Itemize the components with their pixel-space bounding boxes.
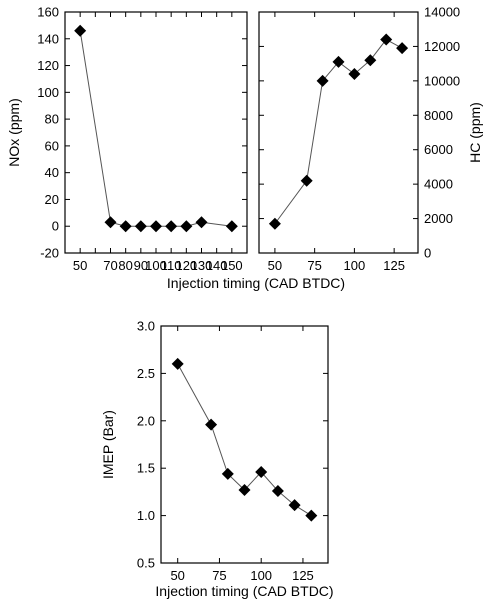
y-tick-label: 14000	[424, 5, 460, 20]
data-point	[268, 217, 281, 230]
x-tick-label: 75	[307, 258, 321, 273]
series-line	[79, 30, 232, 227]
x-tick-label: 50	[268, 258, 282, 273]
x-tick-label: 50	[73, 258, 87, 273]
data-point	[348, 67, 361, 80]
data-point	[165, 220, 178, 233]
x-tick-label: 100	[250, 568, 272, 583]
data-point	[255, 465, 268, 478]
y-tick-label: 120	[37, 58, 59, 73]
hc-panel: 50 75 100 125 0 2000 4000 6000 8000 10000 12000 140…	[258, 5, 483, 273]
y-tick-label: 12000	[424, 39, 460, 54]
series-line	[274, 38, 403, 225]
x-tick-label: 75	[212, 568, 226, 583]
data-point	[305, 509, 318, 522]
y-axis-label: NOx (ppm)	[6, 98, 22, 166]
y-tick-label: 2.5	[137, 366, 155, 381]
data-point	[238, 484, 251, 497]
x-tick-label: 125	[383, 258, 405, 273]
y-tick-label: 2000	[424, 211, 453, 226]
x-tick-label: 150	[221, 258, 243, 273]
data-point	[119, 220, 132, 233]
x-tick-label: 100	[344, 258, 366, 273]
y-tick-label: 40	[45, 165, 59, 180]
data-point	[195, 216, 208, 229]
x-tick-label: 110	[161, 258, 182, 273]
y-tick-label: 80	[45, 112, 59, 127]
data-point	[74, 24, 87, 37]
data-point	[316, 74, 329, 87]
x-tick-label: 125	[292, 568, 314, 583]
data-point	[364, 54, 377, 67]
y-tick-label: 60	[45, 138, 59, 153]
data-point	[134, 220, 147, 233]
data-point	[288, 499, 301, 512]
x-tick-label: 50	[170, 568, 184, 583]
y-tick-label: 1.5	[137, 461, 155, 476]
y-tick-label: 0	[424, 246, 431, 261]
data-point	[271, 484, 284, 497]
plot-frame	[64, 11, 248, 254]
y-tick-label: 1.0	[137, 508, 155, 523]
data-point	[332, 55, 345, 68]
y-tick-label: 4000	[424, 177, 453, 192]
y-tick-label: -20	[40, 246, 59, 261]
data-point	[300, 174, 313, 187]
y-axis-label: HC (ppm)	[467, 102, 483, 163]
plot-frame	[160, 325, 329, 564]
data-point	[380, 33, 393, 46]
x-tick-label: 100	[145, 258, 167, 273]
y-tick-label: 160	[37, 5, 59, 20]
data-point	[150, 220, 162, 233]
x-tick-label: 140	[206, 258, 228, 273]
data-point	[171, 357, 184, 370]
top-x-axis-label: Injection timing (CAD BTDC)	[167, 275, 345, 291]
data-point	[396, 42, 409, 55]
data-point	[180, 220, 193, 233]
data-point	[221, 467, 234, 480]
y-tick-label: 0	[52, 219, 59, 234]
x-tick-label: 80	[118, 258, 132, 273]
x-tick-label: 120	[175, 258, 197, 273]
y-tick-label: 100	[37, 85, 59, 100]
y-tick-label: 6000	[424, 142, 453, 157]
x-tick-label: 70	[103, 258, 117, 273]
x-tick-label: 130	[191, 258, 213, 273]
x-axis-label: Injection timing (CAD BTDC)	[155, 583, 333, 599]
data-point	[104, 216, 117, 229]
y-tick-label: 2.0	[137, 413, 155, 428]
y-tick-label: 10000	[424, 73, 460, 88]
data-point	[205, 418, 218, 431]
nox-panel: 50 70 80 90100110120130140150-2002040608010…	[6, 5, 248, 273]
plot-frame	[258, 11, 419, 254]
y-tick-label: 0.5	[137, 556, 155, 571]
y-tick-label: 3.0	[137, 319, 155, 334]
data-point	[225, 220, 238, 233]
x-tick-label: 90	[134, 258, 148, 273]
y-tick-label: 20	[45, 192, 59, 207]
y-tick-label: 140	[37, 31, 59, 46]
y-axis-label: IMEP (Bar)	[100, 410, 116, 479]
imep-panel: 50 75 100 125 0.5 1.0 1.5 2.0 2.5 3.0 IMEP (Bar) In…	[100, 319, 334, 600]
y-tick-label: 8000	[424, 108, 453, 123]
